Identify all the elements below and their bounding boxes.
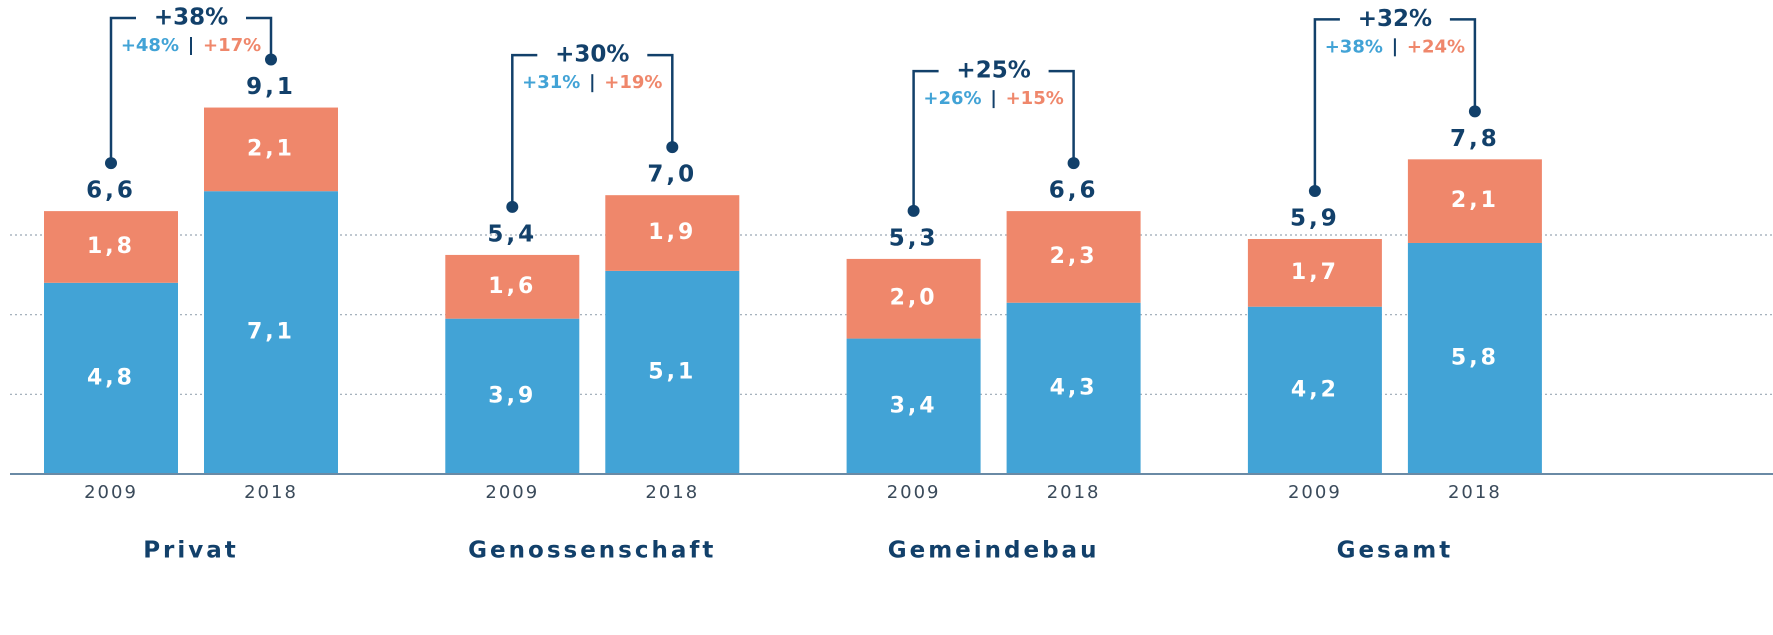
change-series: +31%	[522, 72, 580, 93]
x-tick-label: 2018	[1047, 482, 1101, 503]
bar-segment	[1006, 211, 1141, 303]
x-tick-label: 2009	[84, 482, 138, 503]
value-label: 3,4	[890, 393, 938, 418]
total-label: 9,1	[246, 74, 296, 100]
total-label: 7,0	[647, 162, 697, 188]
value-label: 4,2	[1291, 377, 1339, 402]
change-dot	[1468, 105, 1481, 118]
value-label: 1,8	[87, 234, 135, 259]
total-label: 7,8	[1450, 126, 1500, 152]
change-total: +30%	[555, 42, 629, 68]
change-bracket	[109, 16, 273, 164]
bar-segment	[1247, 306, 1382, 474]
value-label: 2,1	[247, 136, 295, 161]
value-label: 1,6	[488, 274, 536, 299]
change-series: +17%	[203, 35, 261, 56]
bar-segment	[605, 270, 740, 474]
bar-segment	[1006, 302, 1141, 474]
group-label: Gesamt	[1337, 538, 1454, 564]
x-tick-label: 2009	[887, 482, 941, 503]
value-label: 2,3	[1050, 244, 1098, 269]
total-label: 5,3	[889, 225, 939, 251]
change-dot	[105, 157, 117, 170]
change-series: +15%	[1006, 88, 1064, 109]
x-tick-label: 2009	[1288, 482, 1342, 503]
bar-segment	[445, 318, 580, 474]
bar-segment	[846, 258, 981, 339]
group-label: Gemeindebau	[888, 538, 1100, 564]
total-label: 5,9	[1290, 205, 1340, 231]
change-dot	[506, 200, 519, 213]
value-label: 2,1	[1451, 188, 1499, 213]
total-label: 6,6	[86, 178, 136, 204]
change-series: +48%	[121, 35, 179, 56]
bar-segment	[1407, 159, 1542, 243]
change-dot	[907, 204, 920, 217]
bar-segment	[445, 254, 580, 319]
change-total: +38%	[154, 5, 228, 31]
x-tick-label: 2018	[1448, 482, 1502, 503]
group-label: Genossenschaft	[468, 538, 716, 564]
value-label: 4,8	[87, 365, 135, 390]
bar-segment	[44, 211, 178, 283]
value-label: 1,7	[1291, 260, 1339, 285]
total-label: 6,6	[1049, 178, 1099, 204]
value-label: 5,1	[648, 359, 696, 384]
change-dot	[1308, 184, 1321, 197]
x-tick-label: 2018	[645, 482, 699, 503]
change-bracket	[1313, 18, 1477, 191]
bar-segment	[204, 107, 338, 192]
bar-segment	[846, 338, 981, 474]
bar-segment	[204, 191, 338, 474]
change-total: +25%	[956, 58, 1030, 84]
bar-segment	[1247, 238, 1382, 307]
change-series: +19%	[604, 72, 662, 93]
value-label: 3,9	[488, 383, 536, 408]
change-dot	[265, 53, 277, 66]
change-series: +26%	[923, 88, 981, 109]
value-label: 5,8	[1451, 345, 1499, 370]
change-series: +38%	[1325, 36, 1383, 57]
change-total: +32%	[1358, 6, 1432, 32]
total-label: 5,4	[487, 221, 537, 247]
value-label: 7,1	[247, 320, 295, 345]
change-bracket	[912, 69, 1075, 211]
change-dot	[666, 141, 679, 154]
change-bracket	[511, 53, 674, 207]
change-dot	[1067, 157, 1080, 170]
bar-segment	[605, 195, 740, 271]
change-series: +24%	[1407, 36, 1465, 57]
x-tick-label: 2009	[485, 482, 539, 503]
group-label: Privat	[143, 538, 239, 564]
value-label: 4,3	[1050, 375, 1098, 400]
bar-segment	[1407, 242, 1542, 474]
value-label: 2,0	[890, 286, 938, 311]
x-tick-label: 2018	[244, 482, 298, 503]
bar-segment	[44, 282, 178, 474]
value-label: 1,9	[648, 220, 696, 245]
